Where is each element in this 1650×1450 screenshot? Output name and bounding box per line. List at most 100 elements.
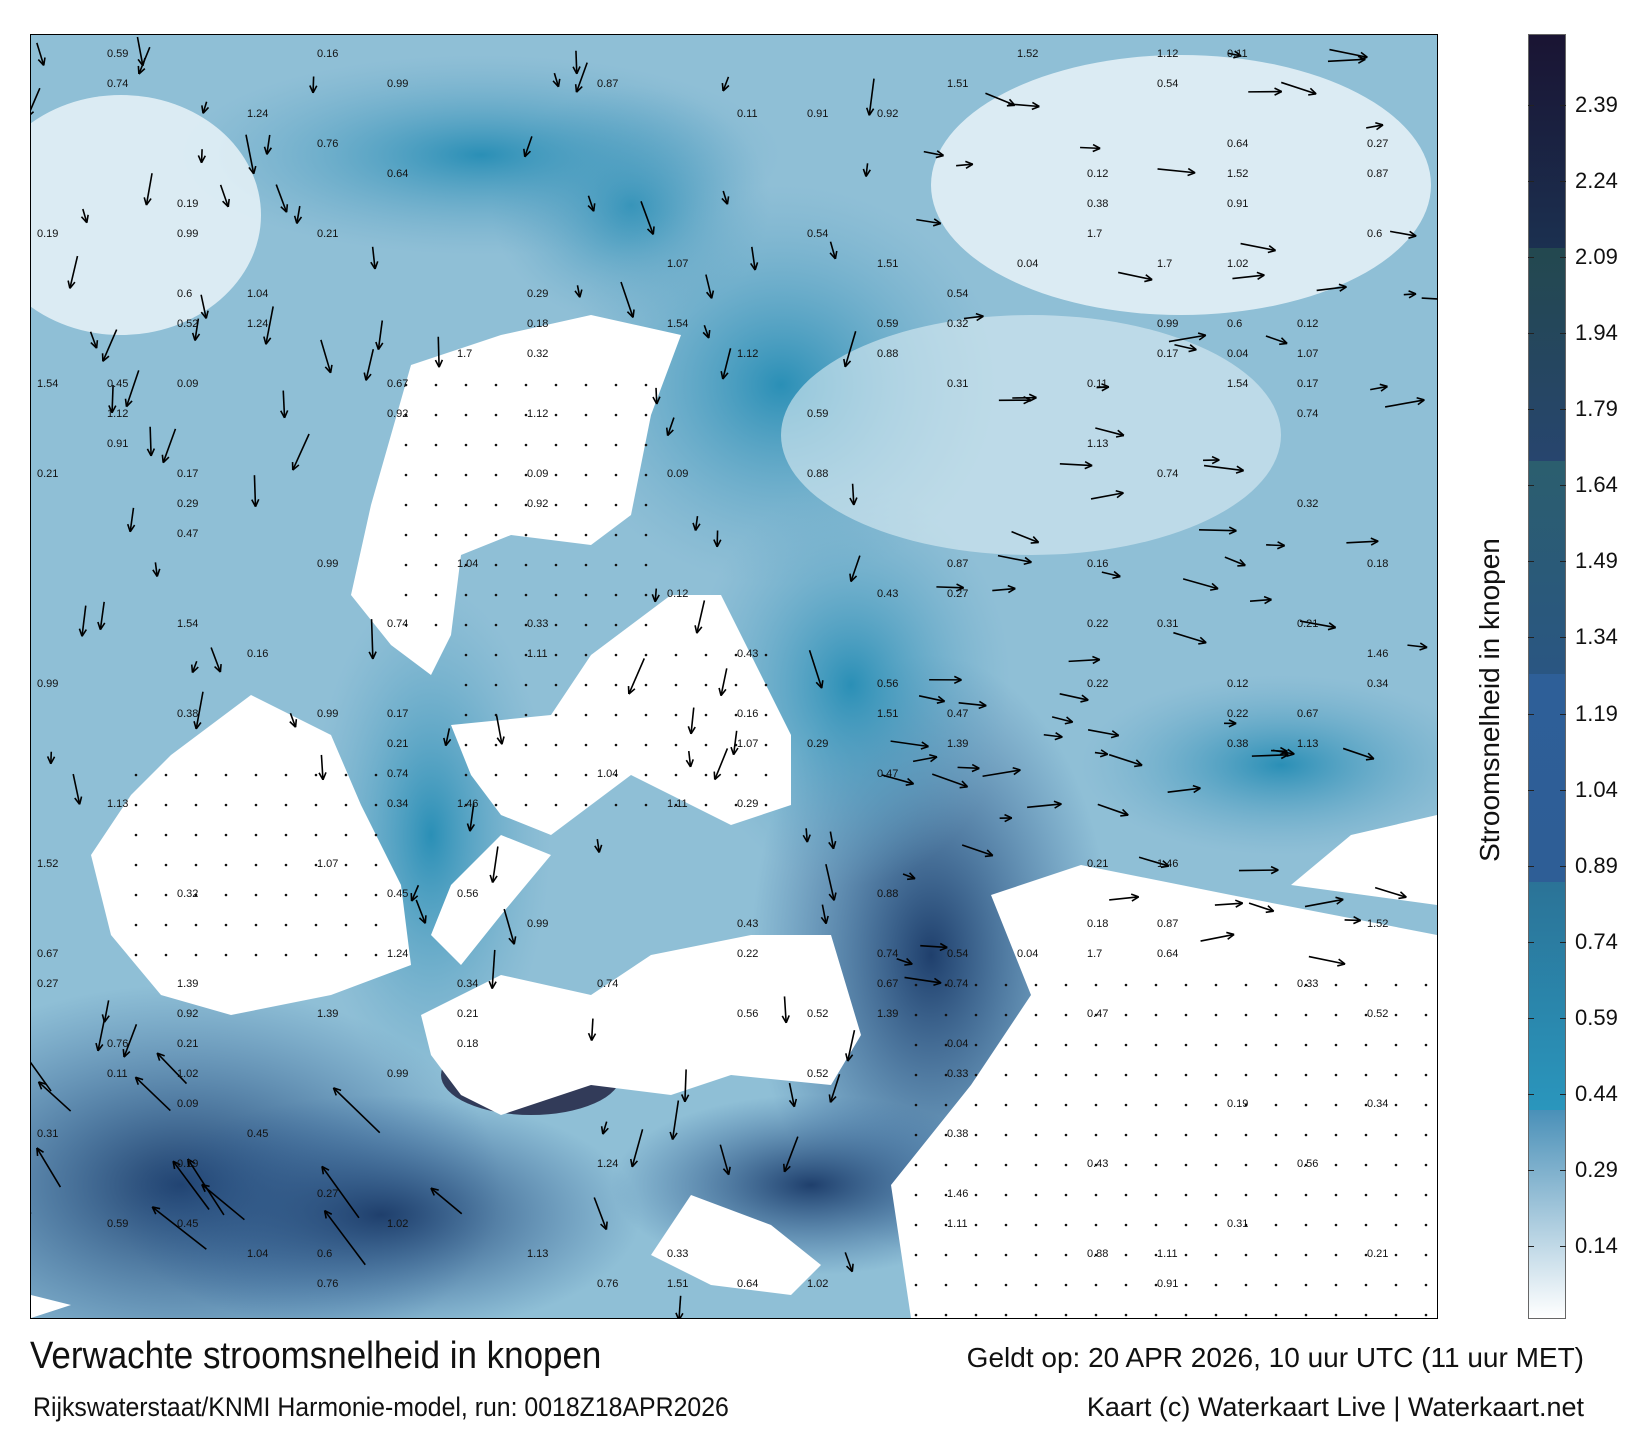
grid-dot — [1004, 1043, 1008, 1047]
grid-dot — [1274, 1133, 1278, 1137]
grid-dot — [974, 1133, 978, 1137]
grid-dot — [404, 563, 408, 567]
speed-label: 0.09 — [177, 378, 198, 390]
grid-dot — [1424, 1103, 1428, 1107]
speed-label: 1.02 — [177, 1068, 198, 1080]
speed-label: 0.11 — [1227, 48, 1248, 60]
speed-label: 0.34 — [1367, 678, 1388, 690]
grid-dot — [584, 713, 588, 717]
grid-dot — [674, 743, 678, 747]
grid-dot — [1124, 1013, 1128, 1017]
speed-label: 0.67 — [387, 378, 408, 390]
current-arrow — [1304, 896, 1344, 908]
current-arrow — [1316, 283, 1347, 292]
colorbar-tick-label: 1.49 — [1575, 548, 1618, 574]
grid-dot — [1244, 1013, 1248, 1017]
current-arrow — [172, 1160, 210, 1210]
grid-dot — [1364, 983, 1368, 987]
grid-dot — [554, 593, 558, 597]
grid-dot — [614, 473, 618, 477]
current-arrow — [992, 584, 1016, 594]
grid-dot — [1004, 1283, 1008, 1287]
grid-dot — [1064, 1223, 1068, 1227]
current-arrow — [920, 942, 948, 952]
grid-dot — [194, 833, 198, 837]
current-arrow — [820, 904, 829, 925]
current-arrow — [781, 996, 790, 1024]
speed-label: 0.74 — [597, 978, 618, 990]
current-arrow — [1167, 784, 1201, 794]
grid-dot — [1094, 1223, 1098, 1227]
grid-dot — [494, 533, 498, 537]
current-arrow — [1051, 716, 1074, 725]
grid-dot — [464, 713, 468, 717]
grid-dot — [1424, 1193, 1428, 1197]
grid-dot — [404, 473, 408, 477]
grid-dot — [194, 893, 198, 897]
current-arrow — [251, 475, 260, 508]
grid-dot — [1334, 1073, 1338, 1077]
current-arrow — [318, 754, 327, 781]
grid-dot — [974, 1013, 978, 1017]
grid-dot — [464, 593, 468, 597]
current-arrow — [466, 803, 476, 832]
speed-label: 1.51 — [667, 1278, 688, 1290]
grid-dot — [224, 803, 228, 807]
grid-dot — [1244, 983, 1248, 987]
grid-dot — [494, 773, 498, 777]
grid-dot — [764, 683, 768, 687]
grid-dot — [1154, 1103, 1158, 1107]
grid-dot — [734, 653, 738, 657]
current-arrow — [896, 957, 913, 966]
grid-dot — [134, 773, 138, 777]
current-arrow — [143, 173, 153, 206]
grid-dot — [644, 563, 648, 567]
speed-label: 0.32 — [527, 348, 548, 360]
speed-label: 0.09 — [527, 468, 548, 480]
grid-dot — [914, 1043, 918, 1047]
speed-label: 0.19 — [177, 198, 198, 210]
colorbar-tick-label: 1.04 — [1575, 776, 1618, 802]
speed-label: 1.39 — [947, 738, 968, 750]
grid-dot — [584, 593, 588, 597]
grid-dot — [524, 743, 528, 747]
grid-dot — [1124, 1163, 1128, 1167]
grid-dot — [1274, 1193, 1278, 1197]
current-arrow — [263, 134, 273, 155]
grid-dot — [554, 773, 558, 777]
speed-label: 0.21 — [317, 228, 338, 240]
grid-dot — [584, 533, 588, 537]
speed-label: 1.07 — [667, 258, 688, 270]
grid-dot — [1004, 1163, 1008, 1167]
speed-label: 0.16 — [317, 48, 338, 60]
grid-dot — [164, 863, 168, 867]
grid-dot — [554, 563, 558, 567]
speed-label: 0.34 — [457, 978, 478, 990]
grid-dot — [1214, 1313, 1218, 1317]
grid-dot — [254, 803, 258, 807]
grid-dot — [254, 773, 258, 777]
current-arrow — [275, 184, 289, 213]
speed-label: 0.29 — [177, 498, 198, 510]
speed-label: 0.16 — [1087, 558, 1108, 570]
current-arrow — [1173, 631, 1207, 645]
grid-dot — [974, 1253, 978, 1257]
grid-dot — [1274, 1073, 1278, 1077]
speed-label: 0.38 — [177, 708, 198, 720]
speed-label: 0.29 — [737, 798, 758, 810]
speed-label: 0.45 — [177, 1218, 198, 1230]
speed-label: 1.46 — [1157, 858, 1178, 870]
current-arrow — [1087, 729, 1120, 739]
speed-label: 0.6 — [1367, 228, 1382, 240]
current-arrow — [958, 700, 987, 710]
grid-dot — [1244, 1223, 1248, 1227]
grid-dot — [1214, 1133, 1218, 1137]
grid-dot — [704, 773, 708, 777]
speed-label: 0.99 — [317, 558, 338, 570]
grid-dot — [974, 1073, 978, 1077]
speed-label: 0.04 — [947, 1038, 968, 1050]
grid-dot — [494, 413, 498, 417]
speed-label: 0.09 — [177, 1098, 198, 1110]
current-arrow — [523, 136, 533, 158]
current-arrow — [788, 1082, 798, 1108]
